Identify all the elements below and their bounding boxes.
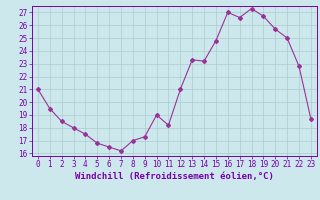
X-axis label: Windchill (Refroidissement éolien,°C): Windchill (Refroidissement éolien,°C) — [75, 172, 274, 181]
